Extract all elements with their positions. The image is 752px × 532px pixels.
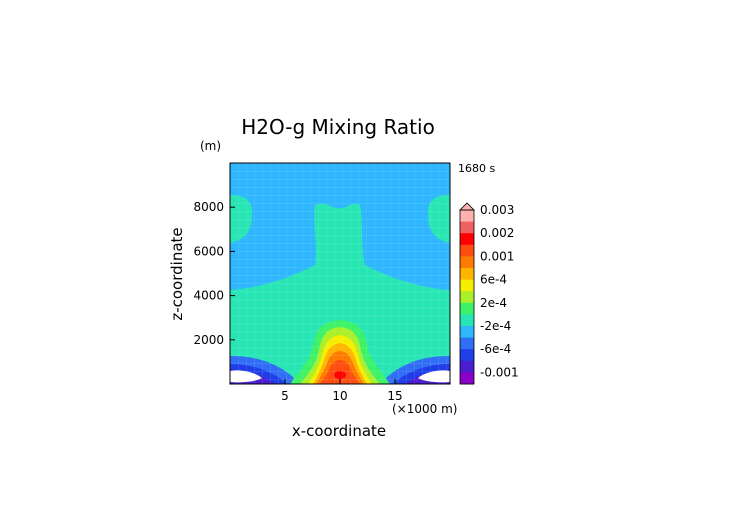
colorbar-tick-label: -0.001 xyxy=(480,365,519,379)
x-axis-ticks: 5 10 15 xyxy=(281,379,403,403)
x-axis-label: x-coordinate xyxy=(292,422,386,440)
colorbar-segment xyxy=(460,233,474,246)
colorbar-segment xyxy=(460,279,474,292)
colorbar-segment xyxy=(460,314,474,327)
colorbar-segment xyxy=(460,360,474,373)
time-label: 1680 s xyxy=(458,162,495,175)
y-tick-label: 6000 xyxy=(193,244,224,258)
colorbar-segment xyxy=(460,210,474,223)
y-axis-ticks: 2000 4000 6000 8000 xyxy=(193,200,235,347)
colorbar-segment xyxy=(460,326,474,339)
colorbar-tick-label: 6e-4 xyxy=(480,273,507,287)
colorbar-tick-label: 0.003 xyxy=(480,203,514,217)
colorbar-segment xyxy=(460,221,474,234)
colorbar-segment xyxy=(460,302,474,315)
colorbar-segment xyxy=(460,256,474,269)
colorbar-extension-triangle xyxy=(459,202,475,211)
colorbar-tick-label: 0.001 xyxy=(480,249,514,263)
colorbar-frame xyxy=(459,209,475,385)
x-tick-label: 10 xyxy=(332,389,347,403)
y-unit-label: (m) xyxy=(200,139,221,153)
colorbar-segment xyxy=(460,268,474,281)
colorbar-tick-label: 2e-4 xyxy=(480,296,507,310)
colorbar-tick-label: 0.002 xyxy=(480,226,514,240)
colorbar-tick-label: -2e-4 xyxy=(480,319,511,333)
x-tick-label: 15 xyxy=(387,389,402,403)
plot-grid-overlay xyxy=(230,163,450,384)
chart-title: H2O-g Mixing Ratio xyxy=(241,115,435,139)
colorbar-tick-label: -6e-4 xyxy=(480,342,511,356)
colorbar: 0.003 0.002 0.001 6e-4 2e-4 -2e-4 -6e-4 -0.001 xyxy=(459,202,519,385)
x-tick-label: 5 xyxy=(281,389,289,403)
y-tick-label: 4000 xyxy=(193,289,224,303)
y-axis-label: z-coordinate xyxy=(168,227,186,320)
y-tick-label: 8000 xyxy=(193,200,224,214)
x-unit-label: (×1000 m) xyxy=(392,402,457,416)
contour-plot-area xyxy=(230,163,450,384)
colorbar-segment xyxy=(460,349,474,362)
colorbar-segment xyxy=(460,337,474,350)
colorbar-segment xyxy=(460,372,474,385)
y-tick-label: 2000 xyxy=(193,333,224,347)
colorbar-segment xyxy=(460,244,474,257)
colorbar-segment xyxy=(460,291,474,304)
